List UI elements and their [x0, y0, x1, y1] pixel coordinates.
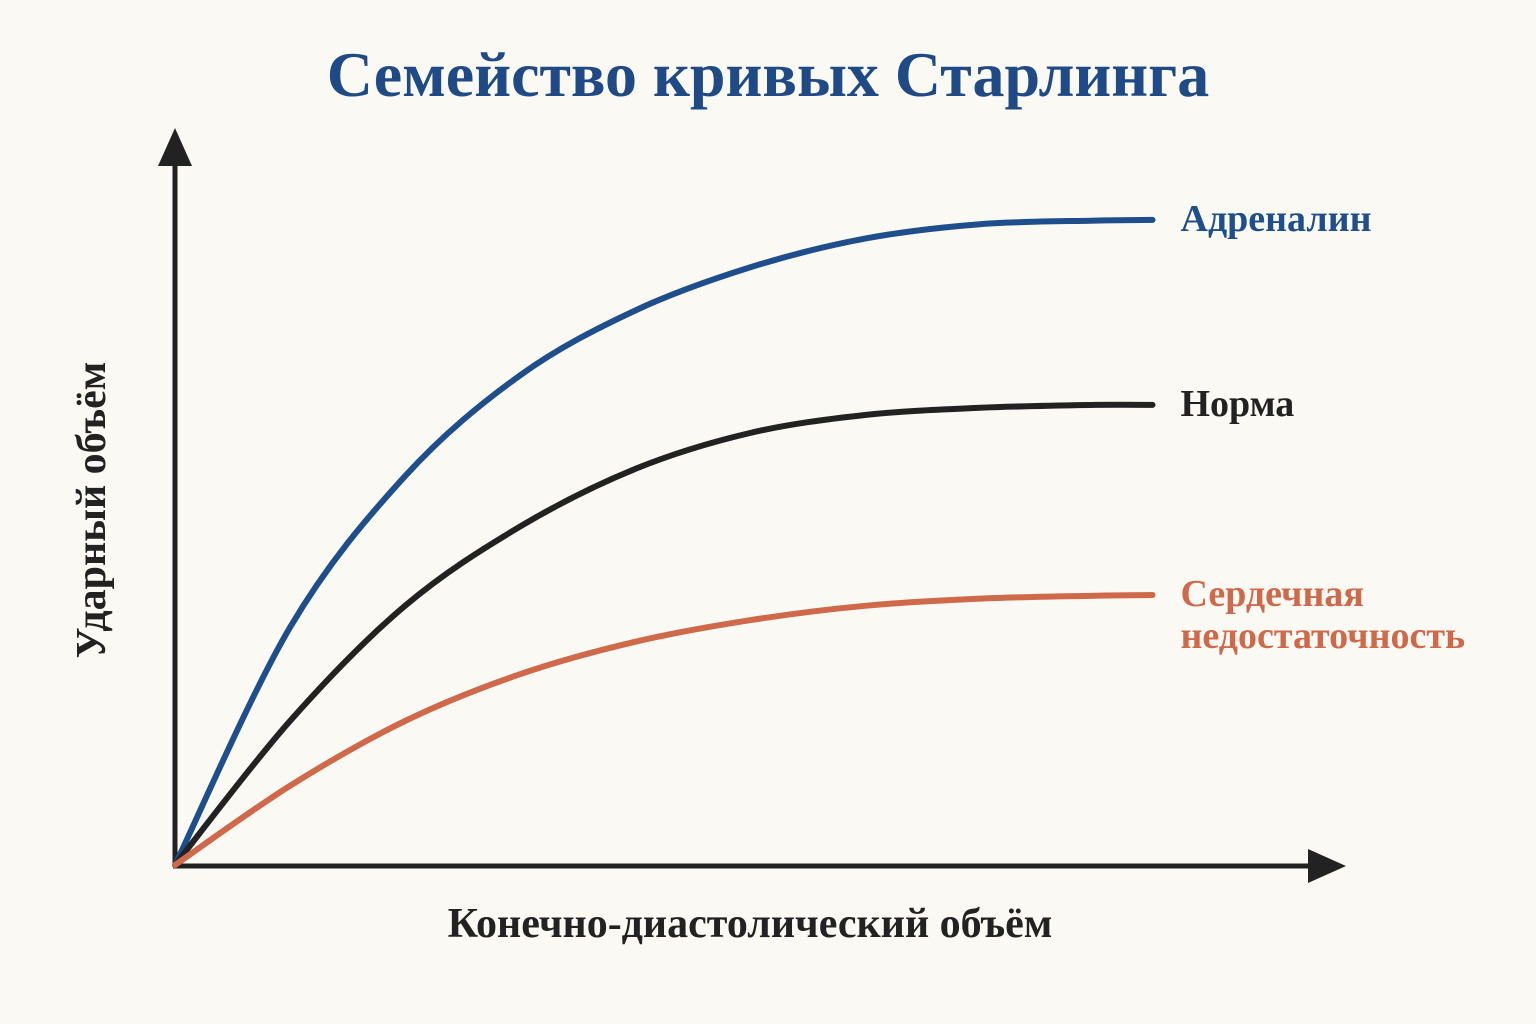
series-line	[172, 592, 1156, 868]
y-axis-label: Ударный объём	[69, 361, 115, 659]
y-axis-arrow	[158, 128, 192, 166]
legend-label: Адреналин	[1180, 197, 1372, 240]
series-line	[172, 216, 1156, 868]
legend-label: Сердечная недостаточность	[1180, 573, 1466, 657]
legend-label: Норма	[1180, 383, 1295, 426]
x-axis-arrow	[1308, 849, 1346, 883]
axes	[158, 128, 1346, 883]
series-line	[172, 401, 1156, 868]
x-axis-label: Конечно-диастолический объём	[447, 901, 1053, 947]
chart-title: Семейство кривых Старлинга	[326, 39, 1210, 110]
